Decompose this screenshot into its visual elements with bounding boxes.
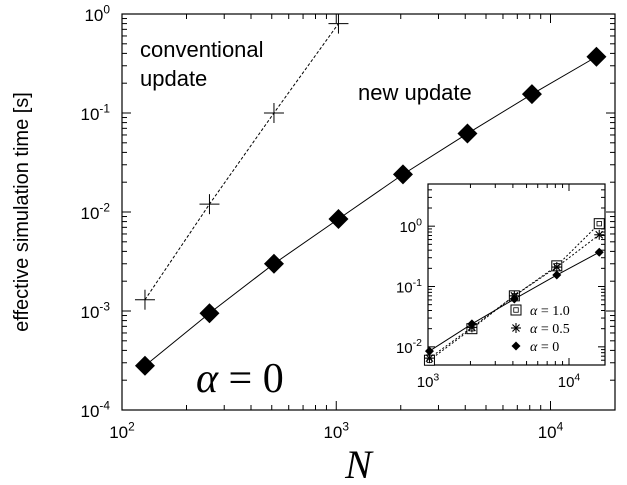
inset-series-0-point-4 <box>593 218 605 230</box>
inset-y-tick-label-1: 10-1 <box>396 277 422 297</box>
series-1-point-4 <box>392 164 413 185</box>
inset-frame <box>427 183 606 366</box>
legend-marker-2 <box>511 341 521 351</box>
inset-series-1-point-3 <box>551 262 562 273</box>
x-axis-label: N <box>344 442 374 485</box>
marker-ray <box>595 230 604 239</box>
series-0-point-0 <box>134 289 155 310</box>
legend-marker-1 <box>511 323 521 333</box>
marker-ray <box>512 324 520 332</box>
legend-label-1: α = 0.5 <box>530 322 570 337</box>
series-1-point-6 <box>521 84 542 105</box>
series-label-conventional-0: conventional <box>140 37 264 62</box>
alpha-annotation: α = 0 <box>196 356 284 402</box>
series-line-0 <box>144 23 339 300</box>
inset-series-2-point-4 <box>594 247 604 257</box>
series-label-conventional-1: update <box>140 66 207 91</box>
marker-square <box>510 304 522 316</box>
marker-square-inner <box>596 221 602 227</box>
legend-marker-0 <box>510 304 522 316</box>
marker-square <box>593 218 605 230</box>
series-0-point-3 <box>328 13 349 34</box>
x-tick-label-0: 102 <box>109 419 135 442</box>
inset-x-tick-label-0: 103 <box>417 371 440 391</box>
inset-series-2-point-2 <box>509 294 519 304</box>
series-0-point-1 <box>199 194 220 215</box>
y-tick-label-2: 10-2 <box>81 200 111 223</box>
inset-plot: 103 104 10-2 10-1 100 α = 1.0 α = 0.5 α = 0 <box>396 183 606 391</box>
main-series-layer <box>134 13 607 376</box>
legend-label-0: α = 1.0 <box>530 304 570 319</box>
inset-series-2-point-0 <box>424 346 434 356</box>
inset-x-tick-label-1: 104 <box>558 371 581 391</box>
legend-label-2: α = 0 <box>530 340 559 355</box>
y-axis-label: effective simulation time [s] <box>11 92 33 332</box>
series-1-point-5 <box>457 123 478 144</box>
y-tick-label-4: 100 <box>84 2 110 25</box>
series-1-point-2 <box>263 253 284 274</box>
inset-y-tick-label-2: 100 <box>399 216 422 236</box>
marker-ray <box>425 354 434 363</box>
x-tick-label-2: 104 <box>538 419 564 442</box>
y-tick-label-3: 10-1 <box>81 101 111 124</box>
main-plot: 102 103 104 10-4 10-3 10-2 10-1 100 <box>81 2 616 442</box>
series-1-point-7 <box>586 46 607 67</box>
marker-ray <box>552 263 561 271</box>
inset-series-2-point-3 <box>552 270 562 280</box>
series-1-point-1 <box>199 303 220 324</box>
series-line-1 <box>144 56 597 367</box>
inset-y-tick-label-0: 10-2 <box>396 337 422 357</box>
series-1-point-3 <box>328 208 349 229</box>
x-tick-label-1: 103 <box>323 419 349 442</box>
series-label-new: new update <box>358 80 472 105</box>
marker-square-inner <box>513 307 519 313</box>
series-0-point-2 <box>263 103 284 123</box>
y-tick-label-0: 10-4 <box>81 398 111 421</box>
inset-series-1-point-4 <box>594 229 605 240</box>
y-tick-label-1: 10-3 <box>81 299 111 322</box>
inset-series-1-point-0 <box>424 353 435 364</box>
series-1-point-0 <box>134 355 155 376</box>
inset-series-2-point-1 <box>467 319 477 329</box>
